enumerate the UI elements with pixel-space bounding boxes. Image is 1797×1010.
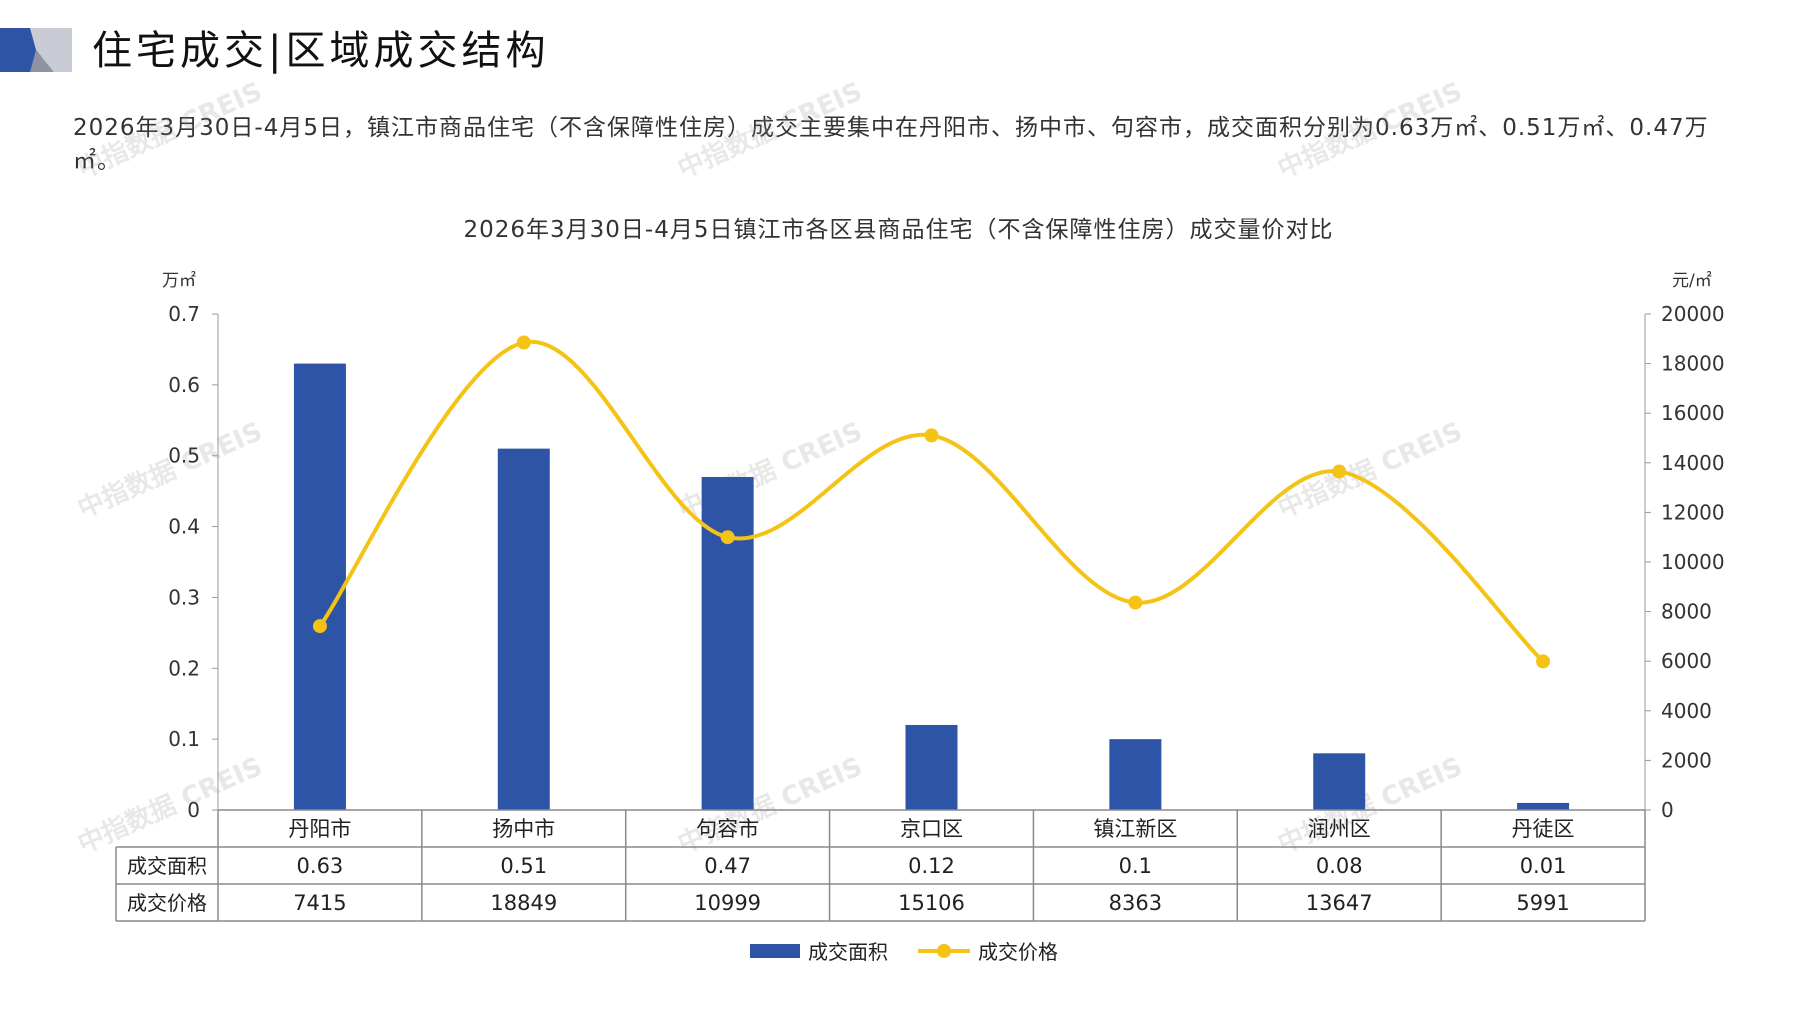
bar-润州区 xyxy=(1313,753,1366,810)
price-point-镇江新区 xyxy=(1128,595,1143,610)
right-axis-tick-label: 0 xyxy=(1661,798,1674,822)
right-axis-tick-label: 2000 xyxy=(1661,748,1712,772)
price-value-label: 8363 xyxy=(1109,891,1162,915)
category-label: 润州区 xyxy=(1308,817,1371,841)
category-label: 丹徒区 xyxy=(1512,817,1575,841)
area-value-label: 0.1 xyxy=(1119,854,1152,878)
left-axis-tick-label: 0.4 xyxy=(168,515,200,539)
left-axis-tick-label: 0.6 xyxy=(168,373,200,397)
table-row-header-area: 成交面积 xyxy=(127,854,207,878)
legend-price-marker xyxy=(937,944,951,958)
bar-丹阳市 xyxy=(293,363,346,810)
left-axis-unit: 万㎡ xyxy=(162,271,196,291)
area-value-label: 0.01 xyxy=(1520,854,1567,878)
right-axis-tick-label: 18000 xyxy=(1661,352,1725,376)
left-axis-tick-label: 0.1 xyxy=(168,727,200,751)
right-axis-tick-label: 6000 xyxy=(1661,649,1712,673)
left-axis-tick-label: 0.7 xyxy=(168,302,200,326)
brand-logo-icon xyxy=(0,28,72,72)
category-label: 扬中市 xyxy=(492,817,555,841)
category-label: 丹阳市 xyxy=(288,817,351,841)
legend-price-label: 成交价格 xyxy=(978,940,1058,964)
price-point-丹徒区 xyxy=(1536,654,1551,669)
left-axis-tick-label: 0 xyxy=(187,798,200,822)
price-point-京口区 xyxy=(924,428,939,443)
area-value-label: 0.12 xyxy=(908,854,955,878)
price-value-label: 18849 xyxy=(490,891,557,915)
bar-扬中市 xyxy=(497,448,550,810)
category-label: 京口区 xyxy=(900,817,963,841)
page-title: 住宅成交|区域成交结构 xyxy=(92,28,550,74)
price-point-句容市 xyxy=(720,530,735,545)
left-axis-tick-label: 0.5 xyxy=(168,444,200,468)
price-value-label: 7415 xyxy=(293,891,346,915)
price-value-label: 15106 xyxy=(898,891,965,915)
bar-丹徒区 xyxy=(1517,802,1570,810)
table-row-header-price: 成交价格 xyxy=(127,891,207,915)
right-axis-tick-label: 12000 xyxy=(1661,500,1725,524)
price-point-扬中市 xyxy=(516,335,531,350)
price-point-丹阳市 xyxy=(312,619,327,634)
right-axis-unit: 元/㎡ xyxy=(1672,271,1712,291)
price-point-润州区 xyxy=(1332,464,1347,479)
area-value-label: 0.51 xyxy=(500,854,547,878)
right-axis-tick-label: 16000 xyxy=(1661,401,1725,425)
category-label: 句容市 xyxy=(696,817,759,841)
left-axis-tick-label: 0.2 xyxy=(168,656,200,680)
price-value-label: 10999 xyxy=(694,891,761,915)
bar-镇江新区 xyxy=(1109,739,1162,810)
area-value-label: 0.08 xyxy=(1316,854,1363,878)
chart-title: 2026年3月30日-4月5日镇江市各区县商品住宅（不含保障性住房）成交量价对比 xyxy=(463,217,1334,243)
right-axis-tick-label: 8000 xyxy=(1661,600,1712,624)
right-axis-tick-label: 20000 xyxy=(1661,302,1725,326)
right-axis-tick-label: 10000 xyxy=(1661,550,1725,574)
legend-area-swatch xyxy=(750,944,800,958)
category-label: 镇江新区 xyxy=(1093,817,1177,841)
price-value-label: 5991 xyxy=(1516,891,1569,915)
intro-paragraph: 2026年3月30日-4月5日，镇江市商品住宅（不含保障性住房）成交主要集中在丹… xyxy=(73,115,1709,174)
area-value-label: 0.47 xyxy=(704,854,751,878)
price-value-label: 13647 xyxy=(1306,891,1373,915)
bar-京口区 xyxy=(905,724,958,810)
left-axis-tick-label: 0.3 xyxy=(168,585,200,609)
legend-area-label: 成交面积 xyxy=(808,940,888,964)
area-value-label: 0.63 xyxy=(297,854,344,878)
right-axis-tick-label: 14000 xyxy=(1661,451,1725,475)
right-axis-tick-label: 4000 xyxy=(1661,699,1712,723)
